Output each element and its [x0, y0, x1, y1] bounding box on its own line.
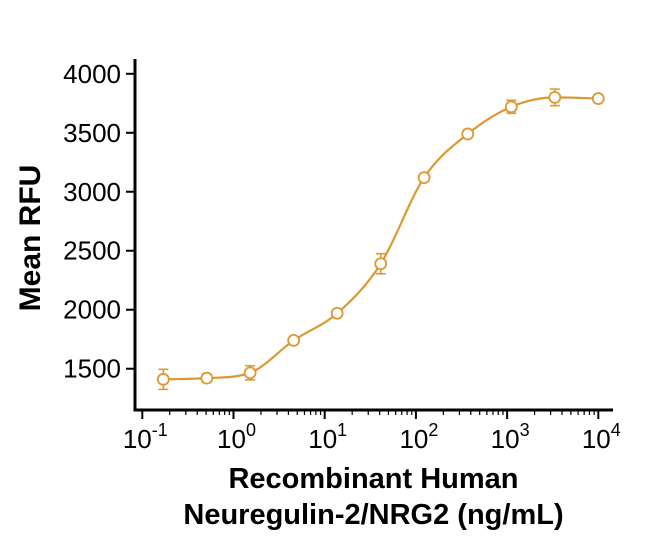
- data-point-marker: [504, 100, 518, 114]
- data-point-marker: [287, 333, 301, 347]
- x-tick-label: 103: [491, 420, 530, 454]
- x-axis-title-line1: Recombinant Human: [228, 463, 519, 495]
- x-tick-label: 104: [582, 420, 621, 454]
- data-point-marker: [461, 127, 475, 141]
- data-point-marker: [548, 90, 562, 104]
- x-tick-label: 10-1: [123, 420, 168, 454]
- fit-curve: [163, 96, 599, 381]
- y-tick-label: 3500: [63, 118, 121, 148]
- axis-frame: [133, 59, 613, 412]
- data-point-marker: [417, 171, 431, 185]
- y-tick-label: 2500: [63, 236, 121, 266]
- data-point-marker: [591, 92, 605, 105]
- data-point-marker: [243, 366, 257, 380]
- y-axis-title: Mean RFU: [14, 164, 47, 312]
- data-point-marker: [200, 371, 214, 385]
- y-tick-label: 4000: [63, 59, 121, 89]
- x-tick-label: 100: [217, 420, 256, 454]
- x-axis-title-line2: Neuregulin-2/NRG2 (ng/mL): [183, 499, 564, 531]
- x-tick-label: 102: [399, 420, 438, 454]
- y-tick-label: 3000: [63, 177, 121, 207]
- data-point-marker: [330, 306, 344, 320]
- y-tick-label: 1500: [63, 354, 121, 384]
- y-tick-label: 2000: [63, 295, 121, 325]
- data-point-marker: [156, 372, 170, 386]
- x-tick-label: 101: [308, 420, 347, 454]
- data-point-marker: [374, 257, 388, 271]
